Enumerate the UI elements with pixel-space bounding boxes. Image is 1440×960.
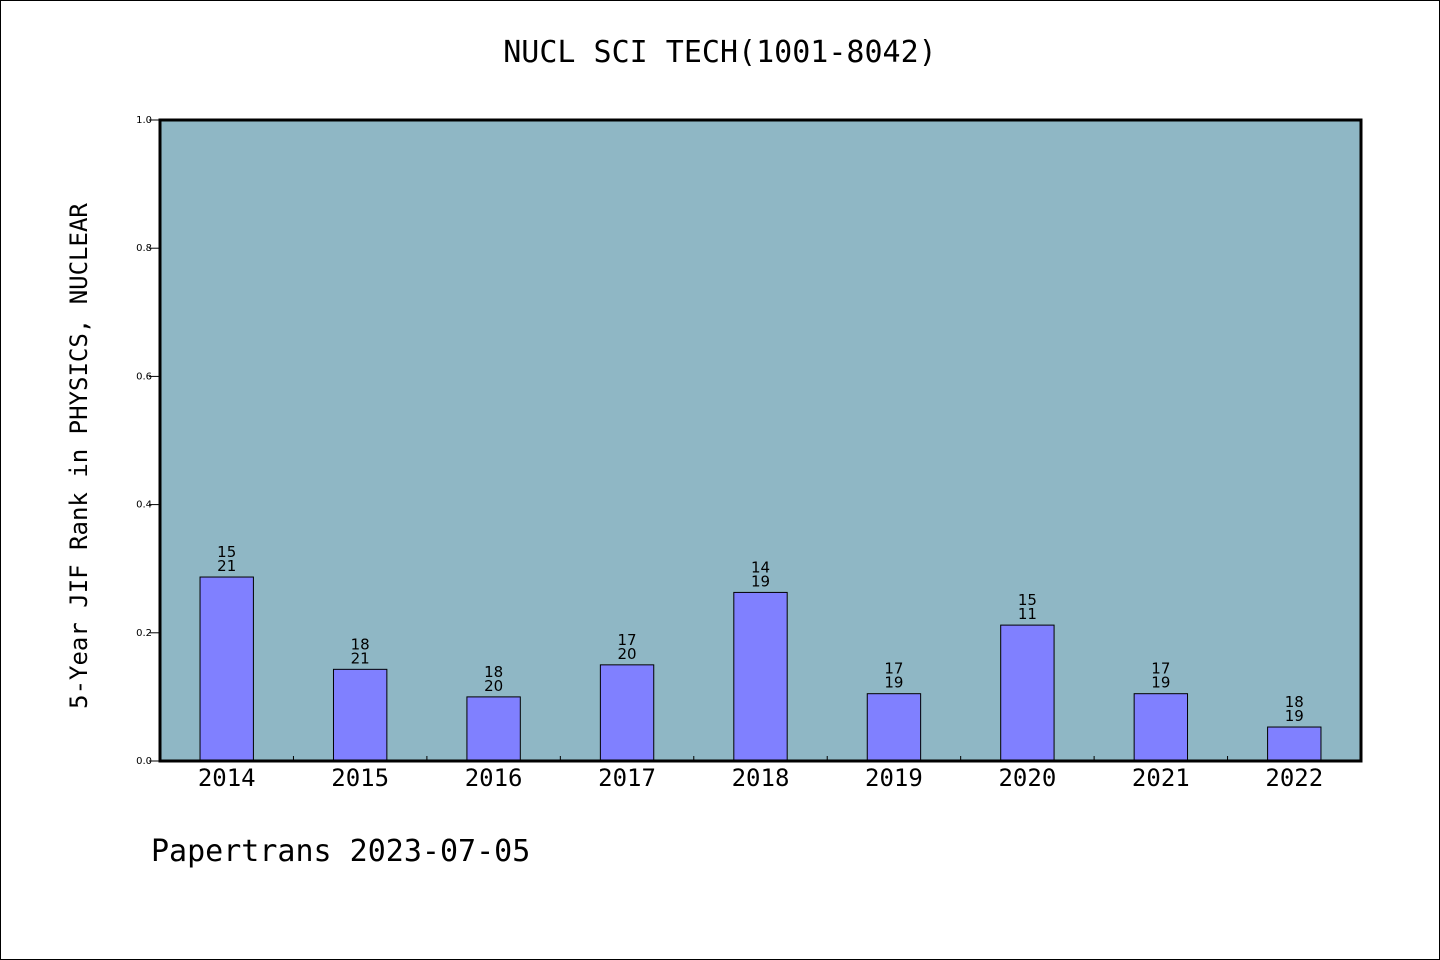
bar-2020: [1000, 624, 1055, 762]
bar-label-2017-2: 20: [618, 645, 637, 663]
bar-label-2018-2: 19: [751, 572, 770, 590]
bar-label-2021-1: 17: [1151, 660, 1170, 678]
bar-2015: [332, 668, 388, 762]
y-tick-label: 0.2: [136, 628, 152, 639]
bar-label-2020-2: 11: [1018, 605, 1037, 623]
y-tick-label: 0.6: [136, 371, 152, 382]
y-tick-label: 1.0: [136, 115, 152, 126]
bar-label-2015-2: 21: [351, 649, 370, 667]
bar-2016: [466, 696, 521, 762]
bar-label-2014-1: 15: [217, 543, 236, 561]
bar-label-2014-2: 21: [217, 557, 236, 575]
y-tick-label: 0.4: [136, 500, 152, 511]
chart-title: NUCL SCI TECH(1001-8042): [503, 35, 937, 70]
bar-label-2015-1: 18: [351, 635, 370, 653]
x-tick-label: 2018: [732, 764, 790, 792]
bar-label-2016-2: 20: [484, 677, 503, 695]
bar-label-2019-2: 19: [884, 674, 903, 692]
bar-label-2019-1: 17: [884, 660, 903, 678]
x-tick-label: 2021: [1132, 764, 1190, 792]
bar-label-2020-1: 15: [1018, 591, 1037, 609]
bar-2014: [199, 576, 254, 762]
bar-label-2017-1: 17: [618, 631, 637, 649]
bar-label-2022-1: 18: [1285, 693, 1304, 711]
y-tick-label: 0.8: [136, 243, 152, 254]
bar-2022: [1267, 726, 1322, 762]
plot-frame: [158, 118, 1363, 763]
bar-2021: [1133, 693, 1189, 762]
bar-2017: [599, 664, 655, 762]
bar-label-2021-2: 19: [1151, 674, 1170, 692]
x-tick-label: 2020: [998, 764, 1056, 792]
bar-label-2018-1: 14: [751, 558, 770, 576]
x-tick-label: 2022: [1265, 764, 1323, 792]
bar-label-2016-1: 18: [484, 663, 503, 681]
x-tick-label: 2017: [598, 764, 656, 792]
x-tick-label: 2014: [198, 764, 256, 792]
x-tick-label: 2015: [331, 764, 389, 792]
bar-label-2022-2: 19: [1285, 707, 1304, 725]
footer-note: Papertrans 2023-07-05: [151, 834, 531, 869]
bar-2018: [733, 591, 788, 762]
x-tick-label: 2019: [865, 764, 923, 792]
y-tick-label: 0.0: [136, 756, 152, 767]
x-tick-label: 2016: [465, 764, 523, 792]
bar-2019: [866, 693, 922, 762]
